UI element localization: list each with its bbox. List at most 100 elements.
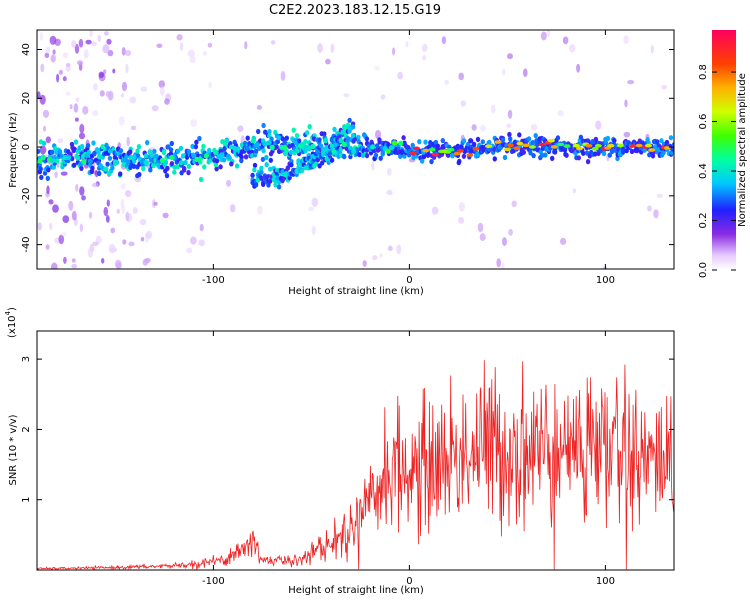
- spectrum-noise-blob: [140, 237, 145, 242]
- spectrum-ridge-blob: [105, 161, 110, 167]
- spectrum-core-blob: [225, 153, 231, 160]
- spectrum-ridge-blob: [364, 136, 370, 142]
- spectrum-noise-blob: [507, 53, 513, 60]
- spectrum-ridge-blob: [239, 158, 244, 164]
- spectrum-ridge-blob: [642, 147, 647, 153]
- spectrum-ridge-blob: [283, 170, 289, 177]
- spectrum-ridge-blob: [624, 148, 629, 154]
- spectrum-ridge-blob: [555, 135, 561, 141]
- spectrum-ridge-blob: [329, 157, 335, 163]
- spectrum-noise-blob: [623, 131, 631, 138]
- spectrum-noise-blob: [562, 36, 569, 45]
- spectrum-noise-blob: [92, 110, 99, 117]
- spectrum-noise-blob: [73, 103, 79, 113]
- spectrum-noise-blob: [58, 234, 65, 245]
- spectrum-noise-blob: [653, 209, 659, 219]
- spectrum-ridge-blob: [41, 140, 47, 146]
- spectrum-ridge-blob: [169, 140, 174, 147]
- spectrum-ridge-blob: [446, 152, 451, 158]
- snr-multiplier-exponent: 4: [4, 310, 12, 315]
- y-tick-label: -20: [21, 188, 32, 204]
- spectrum-noise-blob: [78, 38, 84, 48]
- spectrum-core-blob: [112, 159, 118, 165]
- spectrum-ridge-blob: [79, 165, 84, 171]
- spectrum-core-blob: [97, 154, 103, 160]
- spectrum-ridge-blob: [332, 126, 337, 132]
- spectrum-core-blob: [591, 147, 599, 151]
- colorbar-tick-label: 0.2: [698, 213, 709, 229]
- y-tick-label: 1: [21, 497, 32, 503]
- spectrum-ridge-blob: [39, 174, 44, 180]
- spectrum-ridge-blob: [136, 144, 142, 150]
- y-tick-label: 20: [21, 92, 32, 105]
- snr-plot-area: [37, 360, 674, 570]
- spectrum-core-blob: [472, 147, 480, 151]
- spectrum-ridge-blob: [650, 153, 656, 159]
- spectrum-ridge-blob: [521, 149, 526, 155]
- spectrum-ridge-blob: [347, 117, 352, 123]
- spectrum-ridge-blob: [118, 148, 124, 154]
- spectrum-ridge-blob: [274, 144, 279, 150]
- spectrum-noise-blob: [125, 63, 129, 74]
- spectrum-ridge-blob: [181, 167, 187, 173]
- spectrum-noise-blob: [270, 40, 276, 45]
- spectrum-ridge-blob: [128, 164, 133, 170]
- spectrum-noise-blob: [142, 259, 149, 266]
- spectrum-ridge-blob: [252, 162, 258, 168]
- spectrum-noise-blob: [58, 69, 64, 75]
- spectrum-ridge-blob: [268, 166, 273, 172]
- spectrum-ridge-blob: [259, 165, 264, 171]
- spectrum-noise-blob: [45, 46, 51, 54]
- spectrum-noise-blob: [568, 44, 576, 53]
- spectrum-noise-blob: [523, 68, 528, 77]
- spectrum-ridge-blob: [305, 130, 310, 136]
- spectrum-noise-blob: [362, 260, 367, 267]
- spectrum-core-blob: [153, 153, 159, 159]
- spectrum-ridge-blob: [317, 137, 322, 143]
- spectrum-core-blob: [131, 154, 137, 160]
- spectrum-core-blob: [75, 155, 81, 161]
- spectrum-noise-blob: [140, 86, 148, 92]
- spectrum-noise-blob: [502, 68, 506, 76]
- spectrum-noise-blob: [153, 201, 158, 206]
- spectrum-noise-blob: [176, 34, 183, 41]
- spectrum-noise-blob: [656, 193, 664, 198]
- spectrum-ridge-blob: [190, 143, 195, 149]
- spectrum-ridge-blob: [97, 170, 102, 177]
- spectrum-ridge-blob: [118, 171, 123, 177]
- spectrum-ridge-blob: [526, 136, 532, 142]
- spectrum-noise-blob: [187, 49, 195, 58]
- spectrum-core-blob: [125, 159, 131, 165]
- spectrum-core-blob: [585, 144, 593, 148]
- colorbar-tick-label: 0.0: [698, 262, 709, 278]
- snr-multiplier: (x104): [4, 307, 18, 338]
- spectrum-noise-blob: [431, 206, 439, 215]
- spectrum-noise-blob: [87, 247, 94, 258]
- spectrum-ridge-blob: [164, 173, 170, 179]
- spectrum-noise-blob: [164, 98, 170, 105]
- y-tick-label: 3: [21, 356, 32, 362]
- spectrum-noise-blob: [121, 47, 126, 56]
- spectrum-noise-blob: [458, 72, 465, 81]
- spectrum-ridge-blob: [543, 152, 548, 158]
- spectrum-core-blob: [485, 144, 493, 148]
- spectrum-ridge-blob: [629, 148, 635, 155]
- spectrum-noise-blob: [396, 244, 402, 255]
- spectrum-noise-blob: [115, 262, 122, 269]
- spectrum-noise-blob: [69, 104, 73, 110]
- spectrum-core-blob: [385, 148, 391, 154]
- spectrum-noise-blob: [71, 258, 76, 263]
- spectrum-noise-blob: [89, 30, 93, 38]
- spectrum-noise-blob: [386, 189, 393, 196]
- spectrum-noise-blob: [156, 43, 163, 49]
- spectrum-noise-blob: [116, 209, 120, 214]
- spectrum-ridge-blob: [168, 147, 174, 153]
- x-tick-label: 100: [596, 576, 615, 587]
- spectrum-noise-blob: [308, 206, 315, 211]
- spectrum-ridge-blob: [333, 142, 338, 148]
- spectrum-ridge-blob: [165, 165, 170, 171]
- spectrum-ridge-blob: [57, 149, 63, 155]
- spectrum-ridge-blob: [214, 166, 219, 172]
- svg-text:(x104): (x104): [4, 307, 18, 338]
- spectrum-core-blob: [266, 140, 272, 146]
